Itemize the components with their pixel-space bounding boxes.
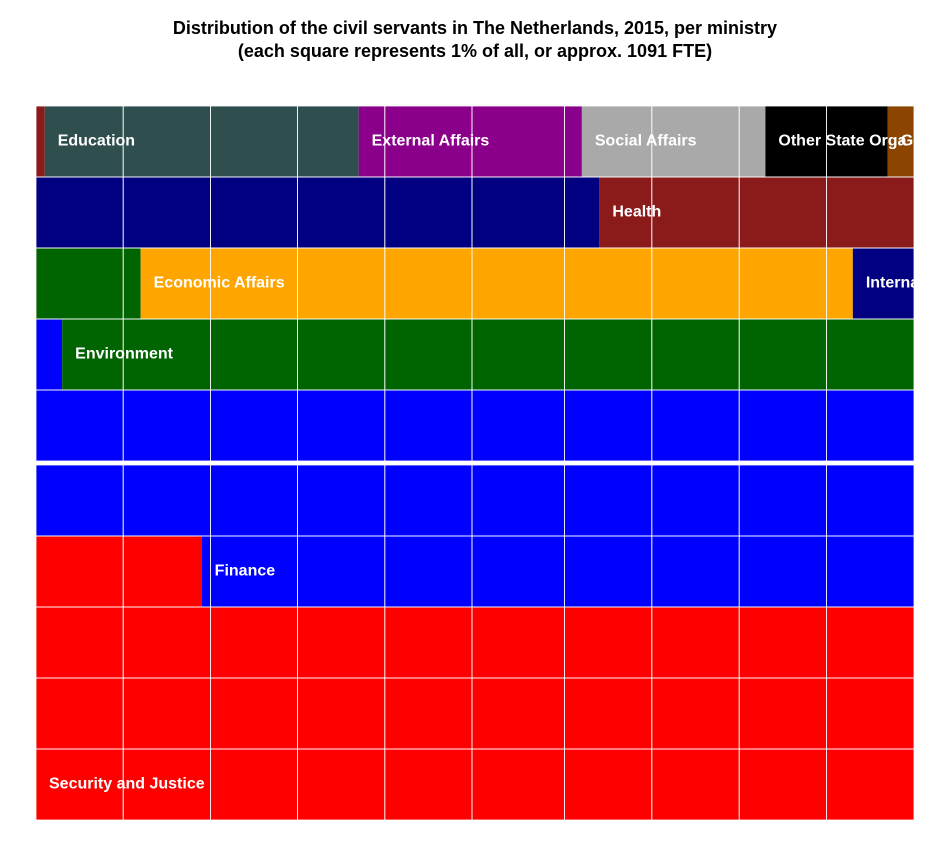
waffle-segment	[36, 106, 45, 177]
segment-label: Social Affairs	[595, 133, 697, 150]
segment-label: Interna	[866, 275, 919, 292]
segment-label: Other State Orga	[778, 133, 906, 150]
waffle-segment	[36, 536, 202, 607]
waffle-segment	[472, 177, 600, 248]
square-outline	[826, 464, 915, 537]
waffle-segment	[472, 607, 914, 678]
segment-label: Environment	[75, 346, 173, 363]
waffle-segment	[62, 319, 472, 390]
waffle-segment	[472, 678, 914, 749]
waffle-segment	[36, 607, 472, 678]
waffle-segment	[36, 390, 472, 461]
waffle-segment	[358, 106, 472, 177]
waffle-segment	[140, 248, 472, 319]
grid	[35, 105, 915, 821]
waffle-segment	[887, 106, 914, 177]
waffle-segment	[852, 248, 914, 319]
waffle-segment	[36, 319, 63, 390]
waffle	[36, 106, 914, 820]
waffle-segment	[36, 678, 472, 749]
segment-label: Finance	[215, 563, 276, 580]
waffle-segment	[36, 465, 472, 536]
waffle-segment	[472, 319, 914, 390]
square-outline	[826, 105, 915, 178]
waffle-segment	[472, 248, 853, 319]
waffle-segment	[44, 106, 359, 177]
waffle-segment	[36, 749, 472, 820]
waffle-segment	[472, 536, 914, 607]
waffle-segment	[472, 390, 914, 461]
waffle-segment	[36, 177, 472, 248]
segment-label: Education	[58, 133, 135, 150]
segment-label: External Affairs	[372, 133, 490, 150]
waffle-segment	[201, 536, 472, 607]
segment-label: G	[901, 133, 913, 150]
segment-label: Economic Affairs	[154, 275, 285, 292]
labels: Security and Justice Finance Environment Ec…	[49, 133, 919, 793]
waffle-segment	[472, 465, 914, 536]
segment-label: Health	[612, 204, 661, 221]
waffle-segment	[581, 106, 766, 177]
chart-subtitle: (each square represents 1% of all, or ap…	[238, 41, 712, 61]
waffle-segment	[36, 248, 141, 319]
waffle-segment	[472, 106, 582, 177]
waffle-segment	[472, 749, 914, 820]
segment-label: Security and Justice	[49, 776, 205, 793]
chart-title: Distribution of the civil servants in Th…	[173, 18, 777, 38]
